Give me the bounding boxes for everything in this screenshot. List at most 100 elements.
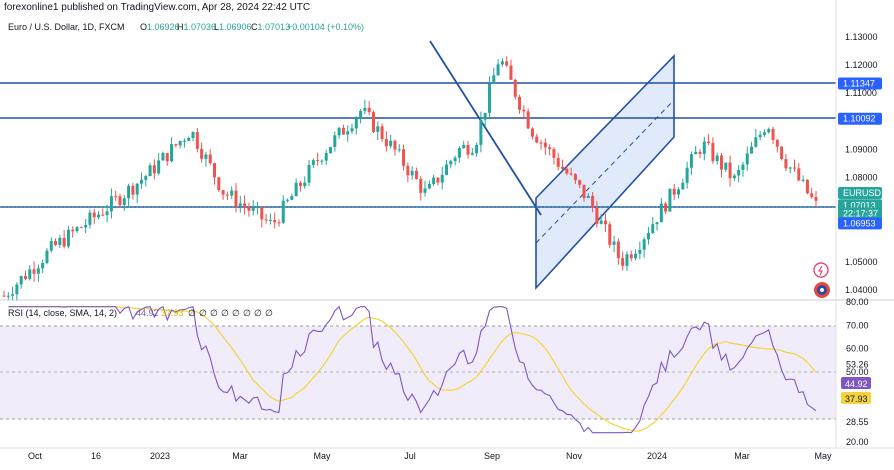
candle-body — [264, 219, 268, 221]
candle-body — [341, 127, 345, 135]
rsi-value-tag — [841, 377, 871, 389]
candle-body — [204, 154, 208, 159]
candle-body — [286, 199, 290, 201]
candle-body — [771, 128, 775, 140]
price-tick: 1.04000 — [845, 285, 878, 295]
price-tag — [838, 207, 882, 220]
candle-body — [543, 142, 547, 148]
candle-body — [445, 164, 449, 175]
rsi-value-tag-text: 44.92 — [845, 379, 868, 389]
candle-body — [483, 112, 487, 120]
candle-body — [513, 79, 517, 97]
candle-body — [719, 155, 723, 170]
candle-body — [664, 203, 668, 212]
candle-body — [677, 189, 681, 195]
candle-body — [165, 153, 169, 162]
price-axis-labels: 1.11347 1.10092 EURUSD 1.0701322:17:371.069… — [838, 77, 882, 230]
candle-body — [436, 177, 440, 183]
candle-body — [389, 140, 393, 147]
ohlc-h: H1.07036 — [177, 22, 216, 32]
candle-body — [6, 295, 10, 297]
candle-body — [41, 262, 45, 269]
candle-body — [329, 147, 333, 154]
candle-body — [200, 148, 204, 159]
price-tick: 1.09000 — [845, 144, 878, 154]
candle-body — [681, 182, 685, 190]
candle-body — [311, 160, 315, 165]
candle-body — [621, 258, 625, 266]
candle-body — [363, 107, 367, 111]
candle-body — [402, 149, 406, 166]
candle-body — [462, 145, 466, 149]
candle-body — [122, 198, 126, 206]
price-tag-text: 1.11347 — [843, 78, 875, 88]
time-label: 2023 — [150, 451, 170, 461]
candle-body — [217, 177, 221, 191]
time-label: May — [814, 451, 832, 461]
price-tag — [838, 217, 882, 230]
candle-body — [298, 182, 302, 187]
rsi-marker: ∅ — [243, 308, 251, 318]
candle-body — [449, 161, 453, 165]
candle-body — [105, 211, 109, 216]
candle-body — [23, 276, 27, 280]
candle-body — [182, 140, 186, 142]
candle-body — [737, 169, 741, 176]
flag-icon[interactable] — [814, 282, 830, 298]
candle-body — [157, 160, 161, 174]
candle-body — [655, 222, 659, 225]
candle-body — [419, 178, 423, 193]
candle-body — [324, 153, 328, 161]
candle-body — [672, 188, 676, 195]
time-label: Nov — [566, 451, 583, 461]
candle-body — [127, 185, 131, 199]
candle-body — [556, 157, 560, 167]
rsi-label: RSI (14, close, SMA, 14, 2) — [8, 308, 117, 318]
candle-body — [195, 132, 199, 149]
candle-body — [586, 195, 590, 199]
rsi-tick: 50.00 — [846, 367, 869, 377]
candle-body — [625, 254, 629, 266]
candle-body — [599, 220, 603, 224]
candle-body — [724, 162, 728, 170]
candle-body — [303, 182, 307, 187]
time-label: 16 — [91, 451, 101, 461]
time-label: Mar — [734, 451, 750, 461]
candle-body — [668, 188, 672, 212]
candle-body — [440, 174, 444, 183]
price-tag — [838, 112, 882, 125]
rsi-marker: ∅ — [232, 308, 240, 318]
candle-body — [715, 155, 719, 162]
descending-trendline — [429, 40, 542, 216]
candle-body — [732, 175, 736, 179]
candle-body — [698, 151, 702, 154]
price-tag — [838, 77, 882, 90]
candle-body — [28, 269, 32, 280]
candle-body — [492, 75, 496, 84]
price-tick: 1.11000 — [845, 88, 877, 98]
candle-body — [307, 164, 311, 183]
candle-body — [552, 149, 556, 158]
price-tag-text: 1.10092 — [843, 114, 876, 124]
candle-body — [612, 241, 616, 245]
candle-body — [475, 144, 479, 154]
candle-body — [775, 139, 779, 147]
candle-body — [243, 203, 247, 208]
time-label: Jul — [404, 451, 416, 461]
candle-body — [634, 253, 638, 259]
candle-body — [569, 173, 573, 175]
candle-body — [208, 154, 212, 164]
candle-body — [238, 203, 242, 207]
candle-body — [281, 200, 285, 223]
candle-body — [793, 167, 797, 169]
candle-body — [350, 128, 354, 132]
price-tick: 1.13000 — [845, 32, 878, 42]
flash-icon[interactable] — [813, 262, 829, 278]
price-tick: 1.05000 — [845, 257, 878, 267]
candle-body — [191, 132, 195, 138]
candle-body — [380, 126, 384, 140]
candle-body — [427, 184, 431, 189]
candle-body — [810, 193, 814, 198]
rsi-sma-tag-text: 37.93 — [845, 394, 868, 404]
candle-body — [500, 61, 504, 65]
